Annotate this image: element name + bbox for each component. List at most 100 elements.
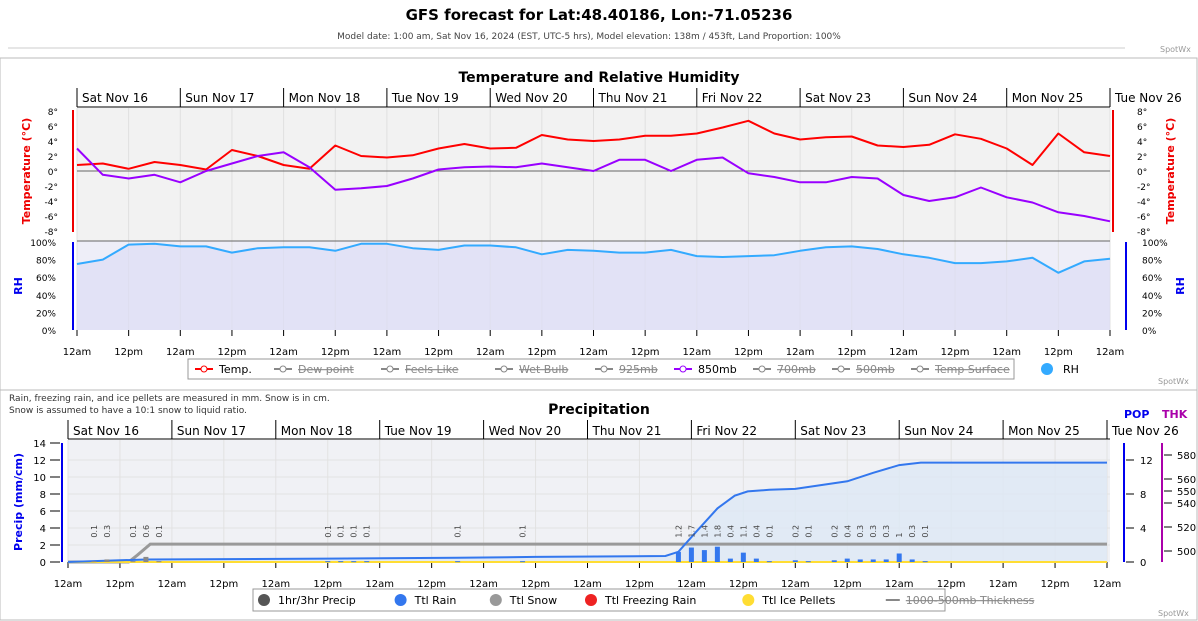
legend-item-4[interactable]: Ttl Ice Pellets: [761, 594, 835, 607]
legend-marker-icon: [1041, 363, 1053, 375]
legend-item-9[interactable]: RH: [1063, 363, 1079, 376]
temp-tick-left: 0°: [48, 168, 58, 178]
precip-tick: 2: [40, 541, 46, 552]
time-tick-label: 12am: [262, 579, 291, 590]
legend-item-1[interactable]: Ttl Rain: [414, 594, 457, 607]
legend-item-8[interactable]: Temp Surface: [934, 363, 1010, 376]
bar-label: 0.1: [519, 525, 528, 538]
precip-bar: [104, 559, 110, 562]
time-tick-label: 12pm: [941, 347, 970, 358]
legend-item-3[interactable]: Wet Bulb: [519, 363, 568, 376]
bar-label: 0.1: [350, 525, 359, 538]
legend-item-6[interactable]: 700mb: [777, 363, 816, 376]
precip-bar: [130, 561, 136, 563]
legend-item-7[interactable]: 500mb: [856, 363, 895, 376]
day-label: Tue Nov 19: [391, 91, 459, 105]
time-tick-label: 12pm: [313, 579, 342, 590]
precip-tick: 0: [40, 558, 46, 569]
series-line-ttl-rain: [67, 461, 1107, 563]
day-label: Thu Nov 21: [598, 91, 668, 105]
bar-label: 1.8: [713, 525, 722, 538]
time-tick-label: 12am: [786, 347, 815, 358]
precip-tick: 6: [40, 507, 46, 518]
time-tick-label: 12pm: [114, 347, 143, 358]
day-label: Wed Nov 20: [495, 91, 567, 105]
series-line-rh: [76, 242, 1111, 274]
day-label: Fri Nov 22: [702, 91, 763, 105]
precip-tick: 14: [33, 439, 46, 450]
time-tick-label: 12am: [63, 347, 92, 358]
day-label: Sat Nov 16: [82, 91, 148, 105]
precip-bar: [91, 561, 97, 563]
day-label: Mon Nov 18: [281, 424, 353, 438]
precip-bar: [831, 560, 837, 562]
thk-tick: 500: [1177, 547, 1196, 558]
precip-bar: [740, 552, 746, 562]
time-tick-label: 12pm: [937, 579, 966, 590]
day-label: Sun Nov 17: [177, 424, 246, 438]
legend-item-0[interactable]: 1hr/3hr Precip: [278, 594, 356, 607]
legend-item-0[interactable]: Temp.: [218, 363, 252, 376]
time-tick-label: 12am: [54, 579, 83, 590]
precip-tick: 4: [40, 524, 46, 535]
bar-label: 0.1: [363, 525, 372, 538]
precip-bar: [338, 561, 344, 563]
legend-item-2[interactable]: Feels Like: [405, 363, 459, 376]
legend-marker-icon: [258, 594, 270, 606]
legend-item-5[interactable]: 1000-500mb Thickness: [906, 594, 1035, 607]
time-tick-label: 12am: [373, 347, 402, 358]
temp-tick-left: -6°: [45, 213, 58, 223]
time-tick-label: 12am: [269, 347, 298, 358]
rh-tick-left: 100%: [30, 239, 56, 249]
brand-text: SpotWx: [1160, 45, 1191, 54]
precip-bar: [870, 559, 876, 562]
rh-tick-left: 20%: [36, 309, 56, 319]
brand-text: SpotWx: [1158, 609, 1189, 618]
page-title: GFS forecast for Lat:48.40186, Lon:-71.0…: [406, 6, 793, 24]
legend-marker-icon: [742, 594, 755, 606]
precip-bar: [844, 558, 850, 562]
day-label: Sat Nov 23: [800, 424, 866, 438]
legend-marker-icon: [916, 365, 924, 373]
time-tick-label: 12pm: [218, 347, 247, 358]
brand-text: SpotWx: [1158, 377, 1189, 386]
legend-item-5[interactable]: 850mb: [698, 363, 737, 376]
temp-chart-title: Temperature and Relative Humidity: [458, 70, 739, 86]
time-tick-label: 12am: [683, 347, 712, 358]
legend-marker-icon: [489, 594, 502, 606]
time-tick-label: 12pm: [734, 347, 763, 358]
time-tick-label: 12pm: [321, 347, 350, 358]
legend-item-1[interactable]: Dew point: [298, 363, 354, 376]
precip-bar: [455, 561, 461, 563]
rh-tick-right: 100%: [1142, 239, 1168, 249]
legend-marker-icon: [200, 365, 208, 373]
bar-label: 0.1: [324, 525, 333, 538]
legend-item-4[interactable]: 925mb: [619, 363, 658, 376]
bar-label: 0.1: [454, 525, 463, 538]
time-tick-label: 12pm: [631, 347, 660, 358]
legend-item-2[interactable]: Ttl Snow: [509, 594, 557, 607]
pop-axis-label: POP: [1124, 408, 1149, 421]
temp-tick-right: -2°: [1137, 183, 1150, 193]
legend-marker-icon: [600, 365, 608, 373]
time-tick-label: 12am: [1093, 579, 1122, 590]
day-label: Sun Nov 24: [904, 424, 973, 438]
bar-label: 1.2: [674, 525, 683, 538]
time-tick-label: 12am: [573, 579, 602, 590]
legend-item-3[interactable]: Ttl Freezing Rain: [604, 594, 696, 607]
time-tick-label: 12pm: [106, 579, 135, 590]
bar-label: 1.1: [739, 525, 748, 538]
precip-bar: [520, 561, 526, 563]
thk-tick: 580: [1177, 451, 1196, 462]
legend-marker-icon: [837, 365, 845, 373]
bar-label: 0.2: [830, 525, 839, 538]
precip-bar: [857, 559, 863, 562]
precip-bar: [143, 556, 149, 562]
time-tick-label: 12am: [365, 579, 394, 590]
time-tick-label: 12pm: [209, 579, 238, 590]
time-tick-label: 12am: [889, 347, 918, 358]
precip-note: Snow is assumed to have a 10:1 snow to l…: [9, 406, 247, 416]
time-tick-label: 12am: [476, 347, 505, 358]
time-tick-label: 12am: [992, 347, 1021, 358]
